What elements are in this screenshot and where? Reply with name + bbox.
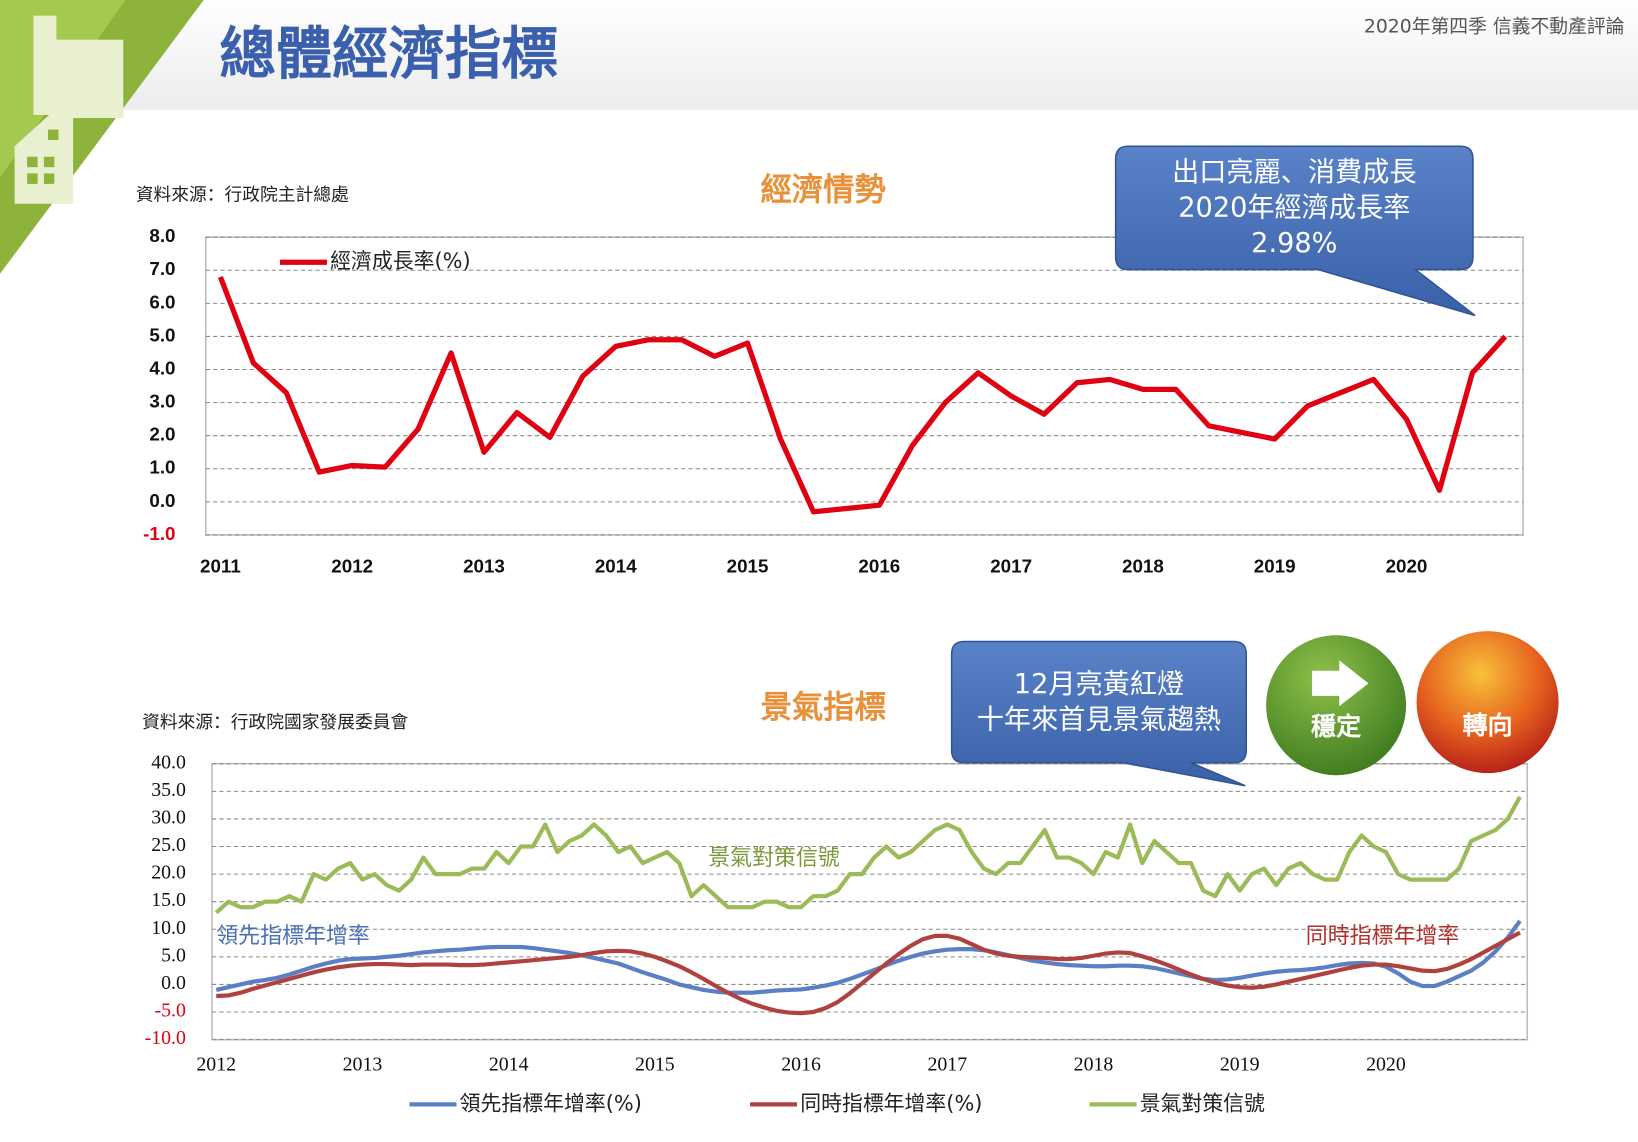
source: 資料來源：行政院國家發展委員會 [142, 712, 408, 733]
source: 資料來源：行政院主計總處 [136, 184, 349, 205]
y-tick-label: 0.0 [149, 490, 175, 511]
x-tick-label: 2018 [1074, 1053, 1114, 1075]
callout-text: 出口亮麗、消費成長 [1172, 157, 1416, 188]
chart-title: 經濟情勢 [761, 172, 887, 208]
y-tick-label: -1.0 [143, 523, 175, 544]
x-tick-label: 2016 [858, 555, 900, 576]
data-line [217, 275, 1508, 515]
y-tick-label: 4.0 [149, 357, 175, 378]
callout-text: 十年來首見景氣趨熱 [977, 704, 1221, 735]
x-tick-label: 2016 [781, 1053, 821, 1075]
legend-label: 景氣對策信號 [1140, 1091, 1265, 1115]
x-tick-label: 2012 [196, 1053, 236, 1075]
callout: 出口亮麗、消費成長 2020年經濟成長率 2.98% [1114, 145, 1476, 317]
x-tick-label: 2020 [1386, 555, 1428, 576]
plot-area [211, 762, 1529, 1041]
x-tick-label: 2014 [595, 555, 637, 576]
y-tick-label: 7.0 [149, 258, 175, 279]
legend-label: 經濟成長率(%) [330, 249, 470, 273]
x-tick-label: 2019 [1254, 555, 1296, 576]
x-tick-label: 2017 [927, 1053, 967, 1075]
issue-label: 2020年第四季 信義不動產評論 [1364, 16, 1625, 38]
legend-label: 領先指標年增率(%) [460, 1091, 642, 1115]
y-tick-label: 8.0 [149, 225, 175, 246]
callout-text: 12月亮黃紅燈 [1014, 669, 1184, 700]
x-tick-label: 2015 [727, 555, 769, 576]
y-tick-label: -5.0 [155, 1000, 186, 1022]
y-tick-label: 5.0 [149, 324, 175, 345]
y-tick-label: 3.0 [149, 391, 175, 412]
y-tick-label: 2.0 [149, 424, 175, 445]
badge-text: 轉向 [1463, 711, 1513, 740]
badge: 轉向 [1416, 631, 1559, 774]
y-tick-label: 20.0 [151, 862, 186, 884]
y-tick-label: 10.0 [151, 917, 186, 939]
x-tick-label: 2013 [343, 1053, 383, 1075]
page-title: 總體經濟指標 [219, 22, 557, 87]
y-tick-label: 30.0 [151, 806, 186, 828]
header-band [0, 0, 1638, 110]
x-tick-label: 2013 [463, 555, 505, 576]
x-tick-label: 2020 [1366, 1053, 1406, 1075]
x-tick-label: 2011 [200, 555, 241, 576]
y-tick-label: 0.0 [161, 972, 186, 994]
badge-text: 穩定 [1311, 712, 1361, 741]
x-tick-label: 2019 [1220, 1053, 1260, 1075]
annotation: 領先指標年增率 [216, 924, 369, 949]
annotation: 景氣對策信號 [708, 846, 840, 871]
y-tick-label: 40.0 [151, 751, 186, 773]
annotation: 同時指標年增率 [1306, 924, 1459, 949]
building-windows [27, 129, 59, 184]
badge: 穩定 [1266, 635, 1407, 776]
x-tick-label: 2014 [489, 1053, 529, 1075]
x-tick-label: 2017 [990, 555, 1032, 576]
chart-title: 景氣指標 [761, 689, 886, 725]
y-tick-label: 6.0 [149, 291, 175, 312]
data-line [215, 919, 1522, 995]
data-line [216, 930, 1521, 1016]
y-tick-label: 15.0 [151, 889, 186, 911]
plot-area [205, 236, 1524, 536]
x-tick-label: 2015 [635, 1053, 675, 1075]
callout: 12月亮黃紅燈 十年來首見景氣趨熱 [950, 640, 1248, 787]
y-tick-label: 5.0 [161, 944, 186, 966]
x-tick-label: 2012 [331, 555, 373, 576]
y-tick-label: 35.0 [151, 779, 186, 801]
legend-label: 同時指標年增率(%) [800, 1091, 982, 1115]
y-tick-label: 1.0 [149, 457, 175, 478]
charts: -1.0 0.0 1.0 2.0 3.0 4.0 5.0 6.0 7.0 8.0 2011 2012 2… [143, 225, 1529, 1115]
y-tick-label: 25.0 [151, 834, 186, 856]
callout-text: 2020年經濟成長率 [1178, 192, 1410, 223]
y-tick-label: -10.0 [145, 1027, 186, 1049]
data-line [214, 795, 1522, 915]
callout-text: 2.98% [1251, 228, 1337, 259]
x-tick-label: 2018 [1122, 555, 1164, 576]
